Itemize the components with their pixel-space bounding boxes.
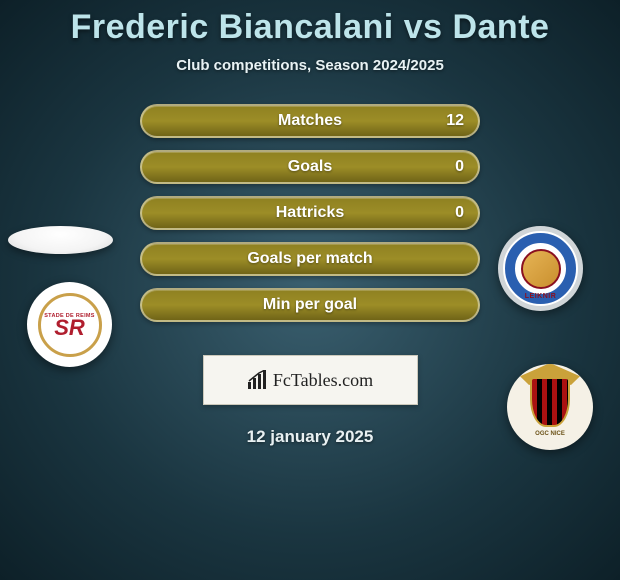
stat-label: Hattricks — [276, 204, 344, 222]
comparison-subtitle: Club competitions, Season 2024/2025 — [0, 57, 620, 74]
stat-row: Goals per match — [140, 242, 480, 276]
club-badge-nice: OGC NICE — [507, 364, 593, 450]
stat-row: Hattricks 0 — [140, 196, 480, 230]
stat-value-right: 0 — [455, 158, 464, 176]
stat-row: Goals 0 — [140, 150, 480, 184]
stat-row: Matches 12 — [140, 104, 480, 138]
watermark-text: FcTables.com — [273, 370, 373, 391]
nice-shield-icon — [530, 377, 570, 427]
leiknir-text: LEIKNIR — [525, 293, 557, 300]
stat-label: Matches — [278, 112, 342, 130]
stat-row: Min per goal — [140, 288, 480, 322]
stat-label: Min per goal — [263, 296, 357, 314]
stat-label: Goals — [288, 158, 332, 176]
stat-label: Goals per match — [247, 250, 372, 268]
stats-area: STADE DE REIMS SR LEIKNIR OGC NICE Match… — [0, 104, 620, 339]
player-left-disc — [8, 226, 113, 254]
comparison-title: Frederic Biancalani vs Dante — [0, 0, 620, 47]
club-badge-leiknir: LEIKNIR — [498, 226, 583, 311]
nice-label: OGC NICE — [535, 431, 565, 437]
stat-value-right: 12 — [446, 112, 464, 130]
watermark-panel: FcTables.com — [203, 355, 418, 405]
club-badge-reims: STADE DE REIMS SR — [27, 282, 112, 367]
reims-initials: SR — [54, 319, 85, 337]
stat-value-right: 0 — [455, 204, 464, 222]
bars-icon — [247, 370, 269, 390]
